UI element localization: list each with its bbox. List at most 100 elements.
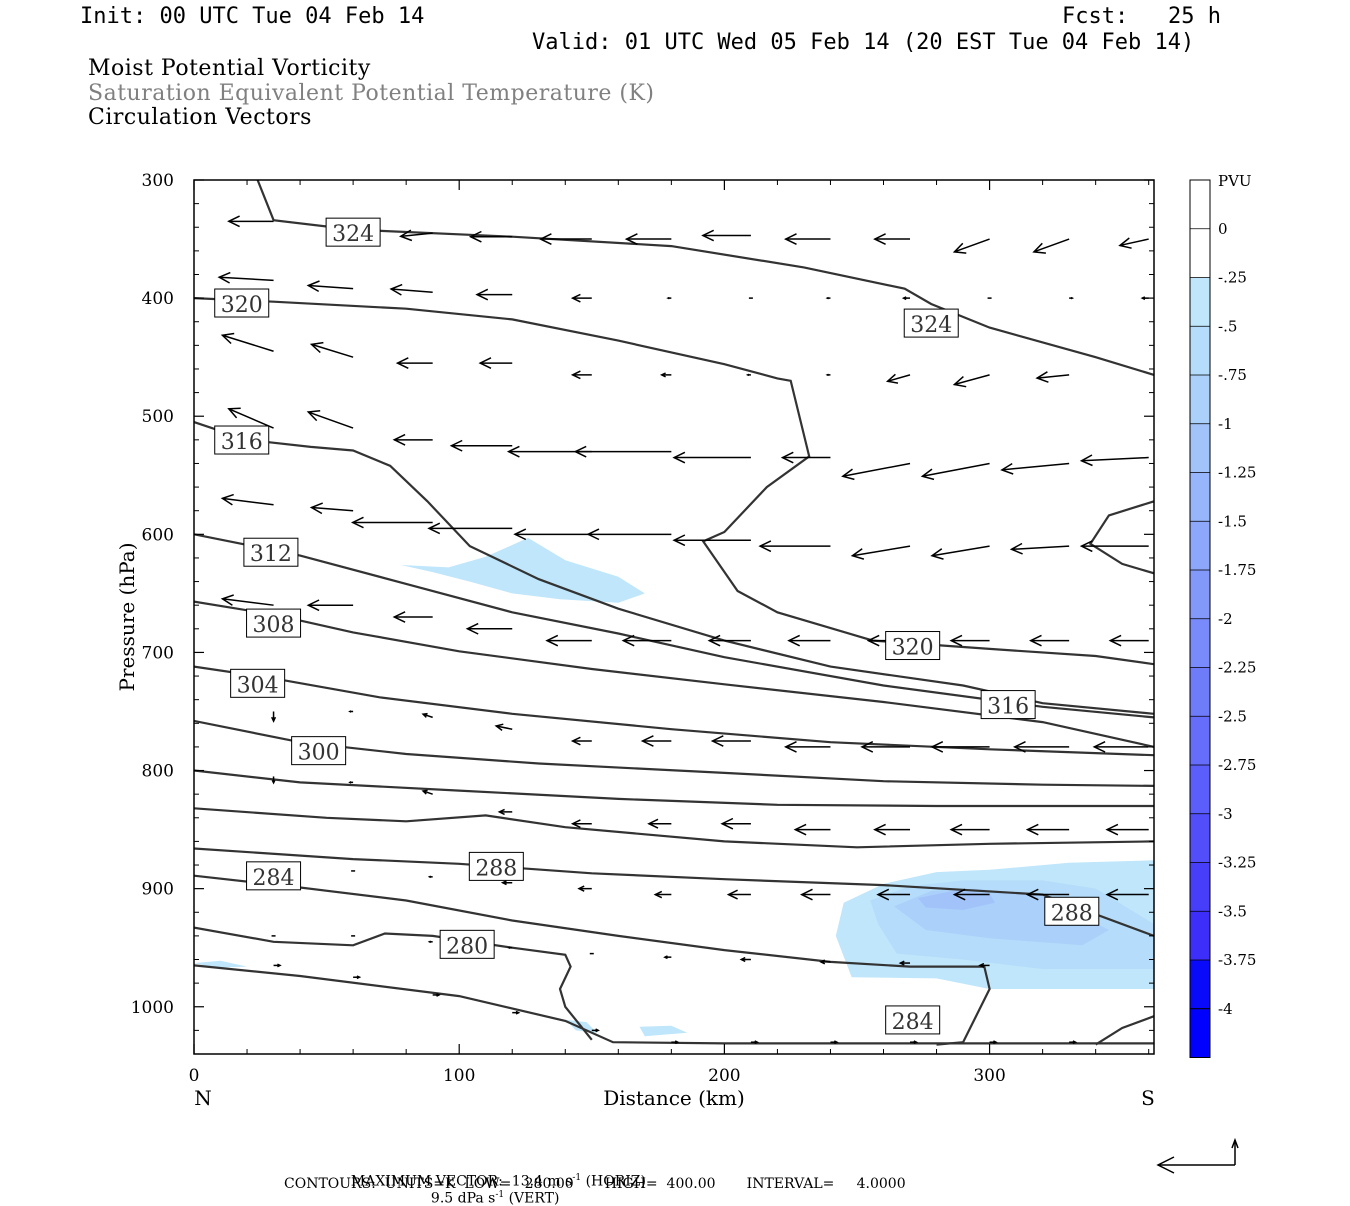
vector-head bbox=[825, 296, 829, 300]
vector-head bbox=[427, 940, 432, 944]
vector-head bbox=[465, 622, 479, 635]
colorbar-unit: PVU bbox=[1218, 172, 1252, 190]
vector-shaft bbox=[222, 598, 274, 606]
max-vector-horiz-label: (HORIZ) bbox=[585, 1173, 646, 1190]
circulation-vector bbox=[449, 439, 513, 452]
vector-head bbox=[427, 875, 432, 879]
max-vector-vert-exponent: -1 bbox=[495, 1189, 505, 1200]
vector-head bbox=[277, 963, 282, 968]
x-axis-title: Distance (km) bbox=[603, 1086, 745, 1110]
vector-head bbox=[570, 293, 581, 303]
x-tick-label: 200 bbox=[708, 1066, 740, 1086]
contour-label-text: 304 bbox=[237, 673, 279, 698]
circulation-vector bbox=[395, 357, 433, 369]
circulation-vector bbox=[659, 372, 672, 378]
circulation-vector bbox=[1025, 823, 1070, 836]
pv-region-7 bbox=[639, 1025, 688, 1037]
circulation-vector bbox=[873, 823, 911, 836]
vector-shaft bbox=[222, 334, 274, 352]
circulation-vector bbox=[427, 522, 513, 535]
vector-head bbox=[217, 271, 231, 284]
circulation-vector bbox=[545, 634, 592, 647]
max-vector-horiz-value: MAXIMUM VECTOR: 13.4 m s bbox=[350, 1173, 573, 1190]
circulation-vector bbox=[465, 622, 513, 635]
vector-head bbox=[666, 296, 670, 300]
circulation-vector bbox=[640, 735, 672, 747]
colorbar-segment bbox=[1190, 180, 1210, 229]
vector-head bbox=[787, 634, 801, 647]
circulation-vector bbox=[841, 462, 911, 481]
vector-head bbox=[309, 502, 323, 515]
contour-label-text: 288 bbox=[475, 856, 517, 881]
vector-head bbox=[739, 956, 746, 963]
init-time: Init: 00 UTC Tue 04 Feb 14 bbox=[80, 4, 425, 29]
vector-head bbox=[515, 1010, 521, 1015]
y-tick-label: 800 bbox=[142, 762, 174, 782]
contour-label-text: 312 bbox=[250, 542, 292, 567]
circulation-vector bbox=[952, 238, 990, 254]
vector-shaft bbox=[391, 288, 433, 293]
vector-head bbox=[726, 889, 738, 900]
contour-label-text: 288 bbox=[1051, 901, 1093, 926]
circulation-vector bbox=[624, 233, 672, 245]
circulation-vector bbox=[306, 409, 354, 429]
contour-label-box bbox=[230, 668, 286, 698]
vector-head bbox=[306, 599, 320, 612]
colorbar-segment bbox=[1190, 618, 1210, 668]
circulation-vector bbox=[780, 451, 831, 464]
colorbar-segment bbox=[1190, 277, 1210, 327]
circulation-vector bbox=[930, 741, 990, 753]
vector-head bbox=[449, 439, 463, 452]
vector-head bbox=[952, 888, 966, 901]
vector-head bbox=[1105, 823, 1119, 836]
circulation-vector bbox=[758, 540, 831, 553]
circulation-vector bbox=[392, 433, 433, 446]
title-circulation: Circulation Vectors bbox=[88, 105, 312, 130]
circulation-vector bbox=[273, 963, 282, 968]
theta-es-contour-324-0 bbox=[256, 180, 1154, 376]
vector-head bbox=[1140, 296, 1146, 301]
circulation-vector bbox=[309, 341, 354, 358]
vector-head bbox=[873, 823, 886, 836]
vector-head bbox=[392, 611, 406, 623]
vector-head bbox=[621, 634, 635, 647]
contour-label-text: 320 bbox=[221, 293, 263, 318]
y-tick-label: 600 bbox=[142, 525, 174, 545]
vector-head bbox=[659, 372, 666, 378]
contour-label: 288 bbox=[468, 851, 524, 881]
vector-head bbox=[1092, 741, 1106, 753]
vector-shaft bbox=[1119, 238, 1149, 247]
vector-shaft bbox=[308, 284, 354, 290]
vector-head bbox=[427, 522, 441, 535]
vector-shaft bbox=[931, 545, 990, 557]
circulation-vector bbox=[271, 776, 276, 785]
circulation-vector bbox=[1028, 634, 1070, 647]
vector-head bbox=[833, 1040, 839, 1045]
circulation-vector bbox=[653, 890, 672, 899]
circulation-vector bbox=[468, 230, 513, 243]
circulation-vector bbox=[787, 634, 831, 647]
colorbar-segment bbox=[1190, 667, 1210, 717]
circulation-vector bbox=[666, 296, 672, 300]
colorbar-segment bbox=[1190, 228, 1210, 278]
circulation-vector bbox=[538, 233, 592, 245]
circulation-vector bbox=[421, 712, 433, 719]
vector-head bbox=[841, 468, 855, 481]
contour-label-text: 316 bbox=[987, 695, 1029, 720]
vector-head bbox=[1035, 371, 1049, 383]
contour-label: 280 bbox=[439, 929, 495, 959]
valid-time: Valid: 01 UTC Wed 05 Feb 14 (20 EST Tue … bbox=[532, 30, 1195, 55]
colorbar-level-label: -1.5 bbox=[1218, 512, 1247, 530]
circulation-vector bbox=[1000, 462, 1070, 475]
vector-head bbox=[647, 818, 659, 829]
contour-label-text: 284 bbox=[253, 866, 295, 891]
circulation-vector bbox=[309, 502, 354, 515]
circulation-vector bbox=[952, 888, 990, 901]
vector-head bbox=[672, 451, 686, 464]
circulation-vector bbox=[348, 781, 354, 784]
vector-head bbox=[799, 888, 813, 901]
vector-shaft bbox=[311, 506, 354, 512]
vector-head bbox=[949, 634, 963, 647]
circulation-vector bbox=[739, 956, 751, 963]
